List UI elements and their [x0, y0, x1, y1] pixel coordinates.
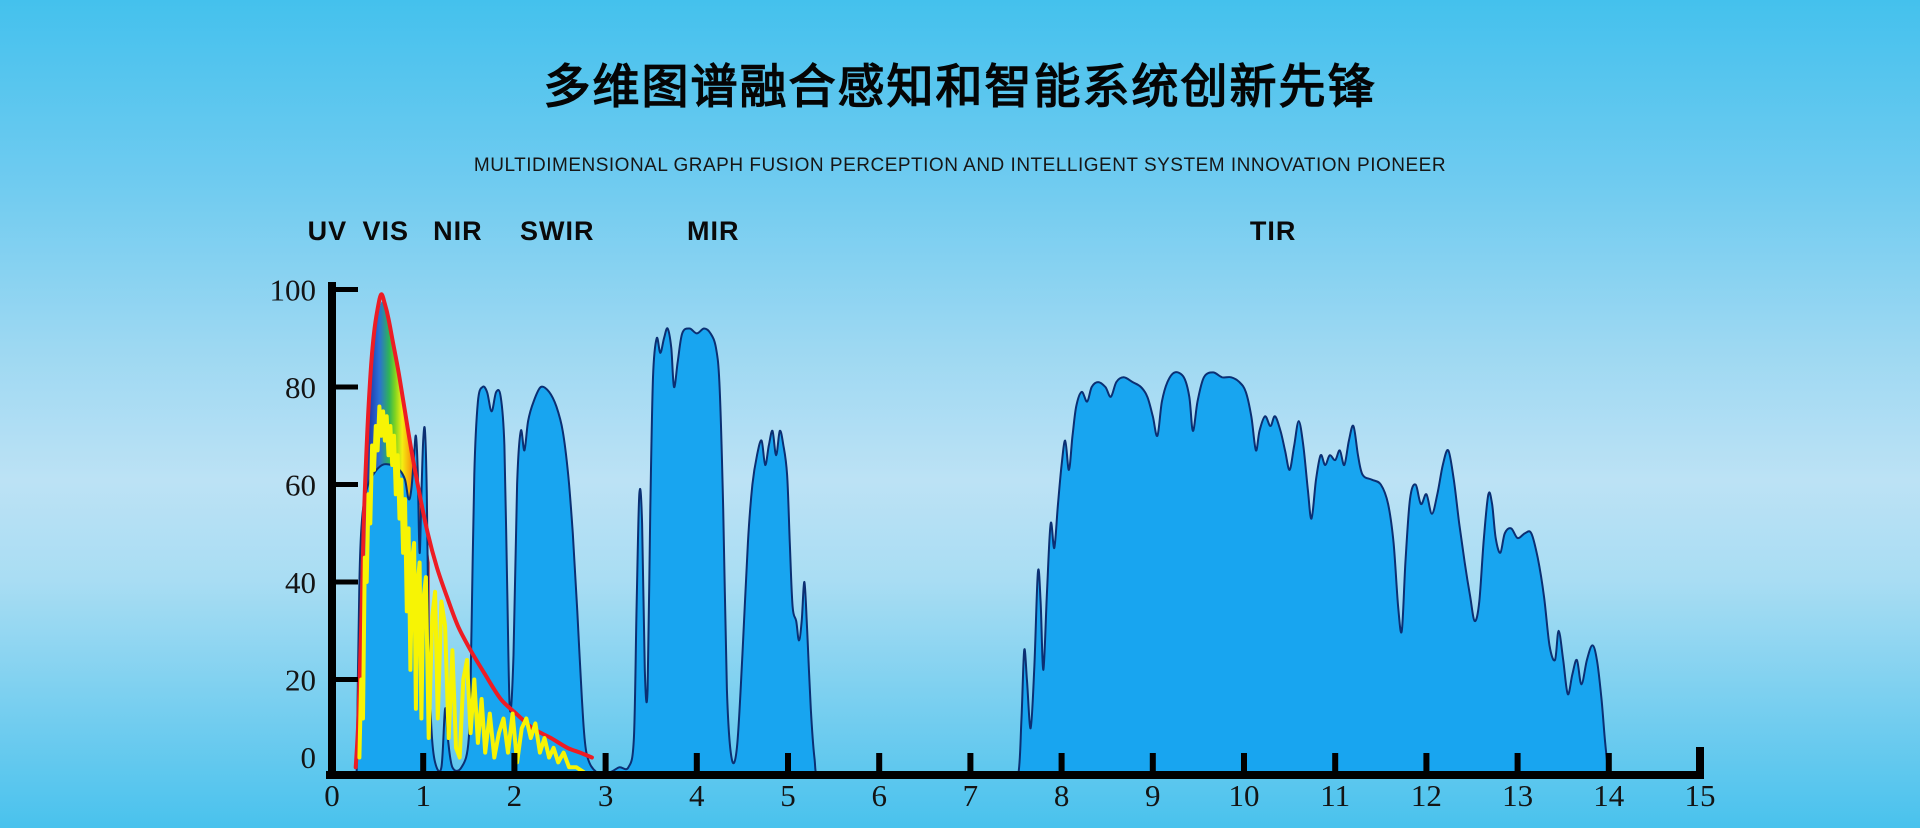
solar-irradiance-at-ground [357, 404, 592, 779]
x-tick-label-3: 3 [598, 778, 614, 813]
x-tick-15 [1696, 747, 1704, 775]
x-tick-11 [1332, 753, 1339, 775]
band-label-nir: NIR [433, 216, 483, 246]
atmospheric-transmission-windows [355, 327, 1610, 778]
x-tick-label-2: 2 [507, 778, 523, 813]
x-tick-label-15: 15 [1685, 778, 1716, 813]
band-label-mir: MIR [687, 216, 740, 246]
band-label-tir: TIR [1250, 216, 1297, 246]
band-label-vis: VIS [363, 216, 410, 246]
x-tick-4 [693, 753, 700, 775]
x-axis [326, 771, 1704, 779]
x-tick-2 [511, 753, 518, 775]
x-tick-label-1: 1 [415, 778, 431, 813]
y-tick-40 [336, 579, 358, 585]
y-tick-80 [336, 384, 358, 390]
x-tick-14 [1605, 753, 1612, 775]
solar-blackbody-envelope [353, 292, 594, 770]
y-tick-label-100: 100 [270, 273, 317, 308]
x-tick-label-7: 7 [963, 778, 979, 813]
x-tick-label-8: 8 [1054, 778, 1070, 813]
x-tick-label-11: 11 [1320, 778, 1350, 813]
x-tick-1 [420, 753, 427, 775]
x-tick-7 [967, 753, 974, 775]
y-tick-label-20: 20 [285, 663, 316, 698]
x-tick-13 [1514, 753, 1521, 775]
x-tick-label-14: 14 [1593, 778, 1625, 813]
y-tick-60 [336, 482, 358, 487]
x-tick-label-0: 0 [324, 778, 340, 813]
band-label-uv: UV [308, 216, 348, 246]
x-tick-10 [1241, 753, 1247, 775]
y-tick-label-80: 80 [285, 370, 316, 405]
page-title: 多维图谱融合感知和智能系统创新先锋 [543, 60, 1377, 115]
y-tick-100 [336, 287, 358, 292]
y-tick-label-40: 40 [285, 565, 316, 600]
x-tick-label-4: 4 [689, 778, 705, 813]
x-tick-8 [1058, 753, 1065, 775]
page-subtitle: MULTIDIMENSIONAL GRAPH FUSION PERCEPTION… [473, 155, 1447, 176]
x-tick-label-12: 12 [1411, 778, 1442, 813]
x-tick-label-6: 6 [871, 778, 887, 813]
x-tick-label-9: 9 [1145, 778, 1161, 813]
x-tick-label-13: 13 [1502, 778, 1533, 813]
y-tick-label-0: 0 [301, 740, 317, 775]
x-tick-5 [785, 753, 791, 775]
y-tick-label-60: 60 [285, 468, 316, 503]
x-tick-9 [1149, 753, 1156, 775]
x-tick-6 [876, 753, 883, 775]
band-label-swir: SWIR [520, 216, 595, 246]
x-tick-label-10: 10 [1229, 778, 1260, 813]
x-tick-3 [602, 753, 609, 775]
y-tick-20 [336, 677, 358, 682]
y-axis [328, 282, 336, 779]
x-tick-12 [1423, 753, 1430, 775]
x-tick-label-5: 5 [780, 778, 796, 813]
